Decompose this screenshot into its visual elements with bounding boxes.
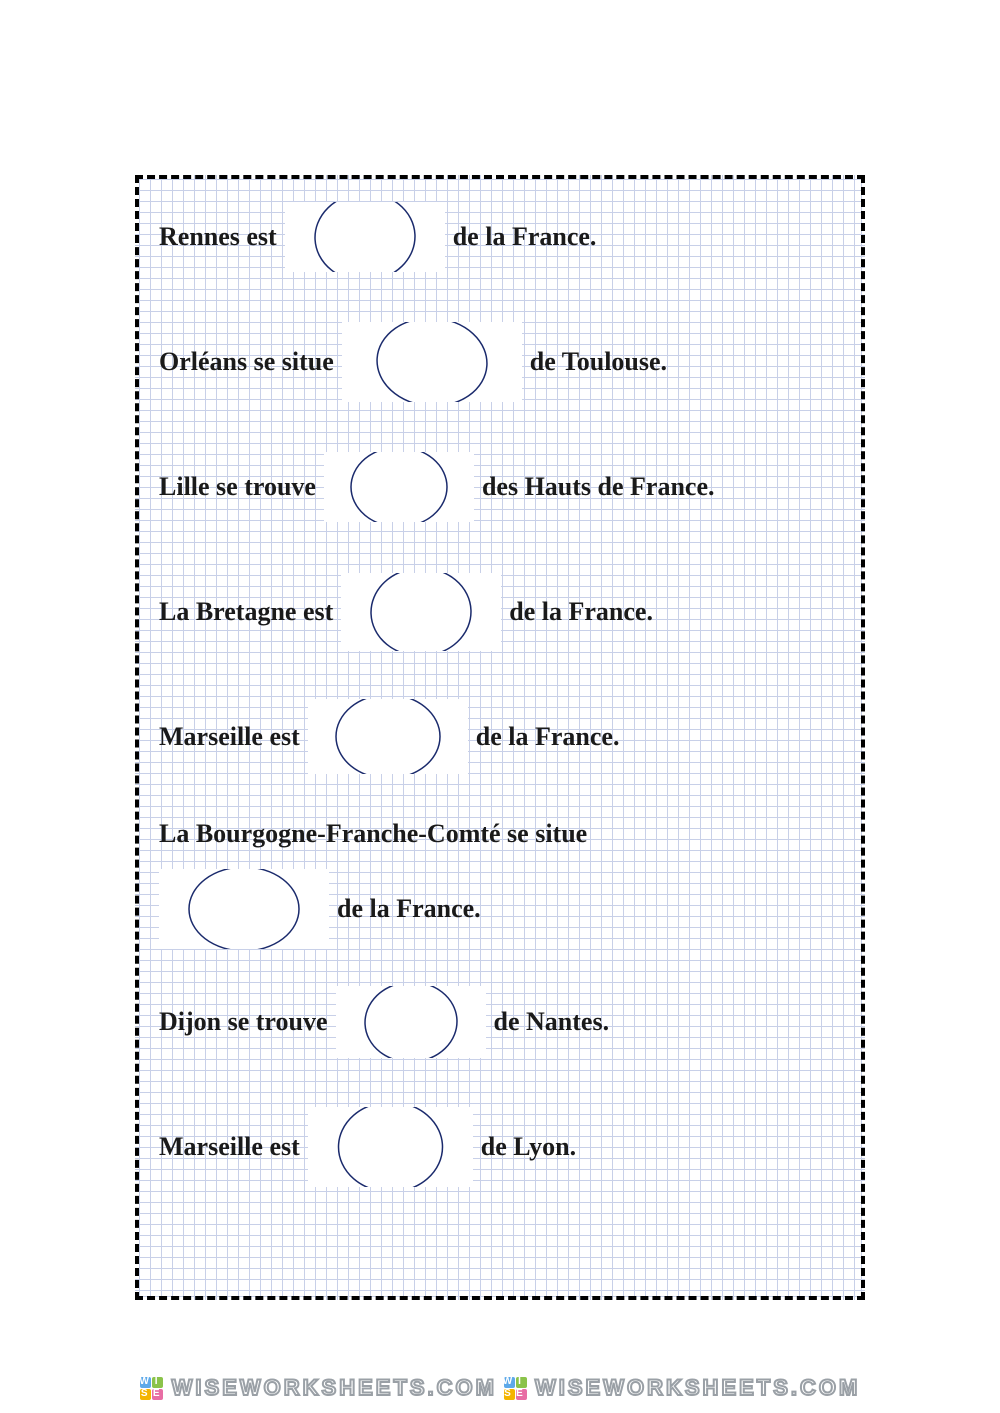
sentence-text-after: des Hauts de France. [482, 472, 715, 502]
brand-badge-icon: WISE [140, 1376, 164, 1400]
sentence-row: Rennes est de la France. [159, 189, 841, 284]
sentence-text-after: de la France. [337, 894, 481, 924]
sentence-text-before: Marseille est [159, 722, 300, 752]
sentence-text-after: de Nantes. [494, 1007, 610, 1037]
sentence-text-before: La Bretagne est [159, 597, 333, 627]
sentence-text-before: La Bourgogne-Franche-Comté se situe [159, 819, 587, 849]
worksheet-container: Rennes est de la France. Orléans se situe d… [135, 175, 865, 1300]
fill-in-blank[interactable] [341, 573, 501, 651]
sentence-text-after: de la France. [476, 722, 620, 752]
watermark-footer: WISEWISEWORKSHEETS.COMWISEWISEWORKSHEETS… [0, 1373, 1000, 1403]
fill-in-blank[interactable] [308, 699, 468, 774]
fill-in-blank[interactable] [308, 1107, 473, 1187]
sentence-row: Dijon se trouve de Nantes. [159, 974, 841, 1069]
sentence-row: Lille se trouve des Hauts de France. [159, 439, 841, 534]
sentence-row: Marseille est de Lyon. [159, 1099, 841, 1194]
sentence-row: La Bretagne est de la France. [159, 564, 841, 659]
fill-in-blank[interactable] [285, 202, 445, 272]
fill-in-blank[interactable] [336, 986, 486, 1058]
sentence-text-before: Dijon se trouve [159, 1007, 328, 1037]
sentence-text-after: de la France. [453, 222, 597, 252]
sentence-row: Marseille est de la France. [159, 689, 841, 784]
fill-in-blank[interactable] [324, 452, 474, 522]
sentence-text-after: de Toulouse. [530, 347, 667, 377]
fill-in-blank[interactable] [342, 322, 522, 402]
watermark-text: WISEWORKSHEETS.COM [172, 1375, 497, 1401]
sentence-row: Orléans se situe de Toulouse. [159, 314, 841, 409]
sentence-text-before: Orléans se situe [159, 347, 334, 377]
sentence-row: La Bourgogne-Franche-Comté se situe de la… [159, 814, 841, 954]
sentence-text-before: Rennes est [159, 222, 277, 252]
brand-badge-icon: WISE [503, 1376, 527, 1400]
sentence-text-before: Lille se trouve [159, 472, 316, 502]
sentence-text-after: de Lyon. [481, 1132, 576, 1162]
watermark-text: WISEWORKSHEETS.COM [535, 1375, 860, 1401]
sentence-text-after: de la France. [509, 597, 653, 627]
sentence-text-before: Marseille est [159, 1132, 300, 1162]
fill-in-blank[interactable] [159, 869, 329, 949]
